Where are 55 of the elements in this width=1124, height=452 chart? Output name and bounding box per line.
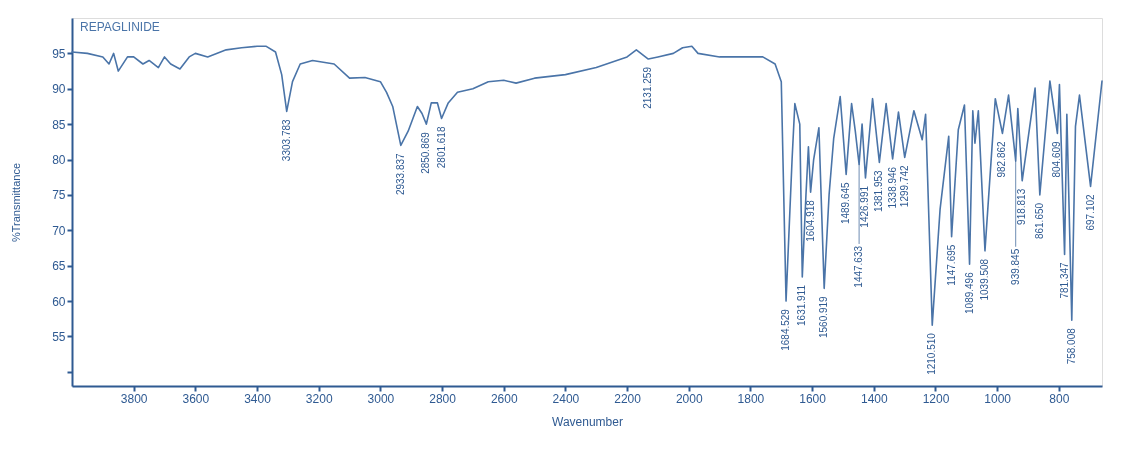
annotation: 1489.645 <box>840 181 852 225</box>
annotation: 1560.919 <box>818 295 830 339</box>
x-tick-label: 3600 <box>182 391 210 406</box>
annotation: 2933.837 <box>394 152 406 196</box>
annotation: 2850.869 <box>420 131 432 174</box>
annotation: 1338.946 <box>886 166 898 209</box>
x-tick-label: 1000 <box>984 391 1012 406</box>
y-tick-label: 60 <box>52 294 66 309</box>
annotation: 1299.742 <box>898 164 910 208</box>
annotation: 1447.633 <box>853 245 865 288</box>
y-axis-title: %Transmittance <box>10 162 23 243</box>
series-label: REPAGLINIDE <box>80 20 160 34</box>
x-axis-title: Wavenumber <box>552 414 623 429</box>
x-tick-label: 3400 <box>244 391 272 406</box>
y-tick-label: 80 <box>52 153 66 168</box>
annotation: 2131.259 <box>642 66 654 109</box>
y-tick-label: 95 <box>52 46 66 61</box>
annotation: 697.102 <box>1084 194 1096 231</box>
x-tick-label: 2000 <box>675 391 703 406</box>
annotation: 1631.911 <box>796 284 808 326</box>
annotation: 781.347 <box>1058 261 1070 299</box>
y-tick-label: 85 <box>52 117 66 132</box>
annotation: 1604.918 <box>804 199 816 242</box>
annotation: 1381.953 <box>873 169 885 213</box>
x-tick-label: 3200 <box>305 391 333 406</box>
y-tick-label: 65 <box>52 259 66 274</box>
annotation: 1039.508 <box>978 258 990 301</box>
x-tick-label: 2400 <box>552 391 580 406</box>
x-tick-label: 3800 <box>120 391 148 406</box>
annotation: 758.008 <box>1065 327 1077 365</box>
annotation: 3303.783 <box>280 118 292 162</box>
annotation: 804.609 <box>1051 140 1063 178</box>
annotation: 861.650 <box>1033 202 1045 240</box>
annotation: 1147.695 <box>945 244 957 286</box>
x-tick-label: 1600 <box>799 391 827 406</box>
annotation: 1089.496 <box>963 271 975 314</box>
y-tick-label: 70 <box>52 223 66 238</box>
x-tick-label: 1400 <box>860 391 888 406</box>
x-tick-label: 2600 <box>490 391 518 406</box>
annotation: 2801.618 <box>435 126 447 169</box>
annotation: 1210.510 <box>926 332 938 375</box>
annotation: 1426.991 <box>859 185 871 228</box>
y-tick-label: 90 <box>52 82 66 97</box>
y-tick-label: 75 <box>52 188 66 203</box>
annotation: 918.813 <box>1016 188 1028 225</box>
x-tick-label: 800 <box>1049 391 1070 406</box>
x-tick-label: 1800 <box>737 391 765 406</box>
x-tick-label: 2200 <box>614 391 642 406</box>
annotation: 1684.529 <box>780 308 792 351</box>
x-tick-label: 3000 <box>367 391 395 406</box>
x-tick-label: 2800 <box>429 391 457 406</box>
y-tick-label: 55 <box>52 329 66 344</box>
annotation: 939.845 <box>1009 248 1021 285</box>
annotation: 982.862 <box>996 140 1008 178</box>
x-tick-label: 1200 <box>922 391 950 406</box>
